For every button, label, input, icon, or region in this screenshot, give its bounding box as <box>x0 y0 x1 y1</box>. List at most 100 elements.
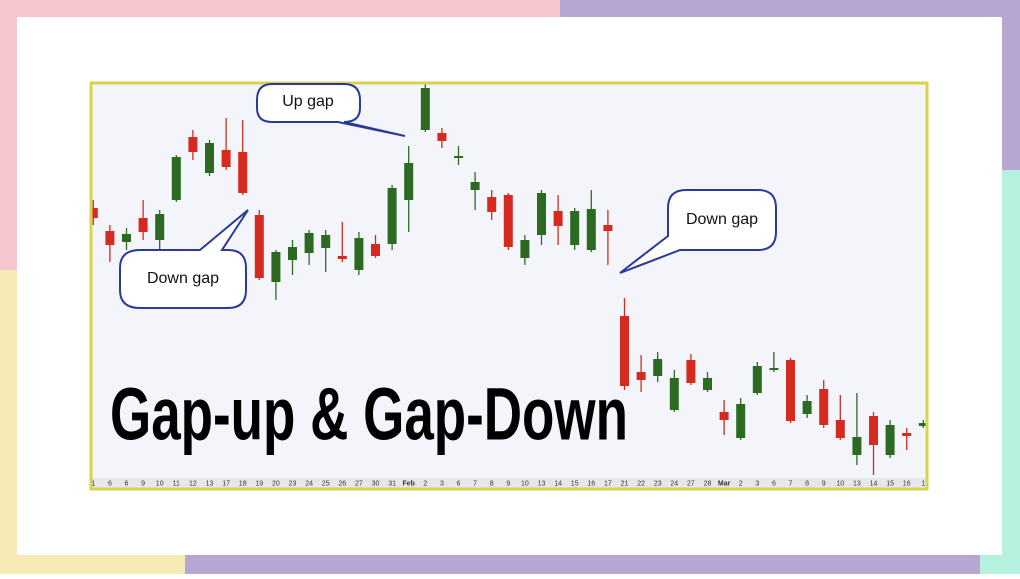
candle-body <box>304 233 314 253</box>
x-tick-label: 25 <box>322 480 330 487</box>
candle-body <box>520 240 530 258</box>
candle-body <box>205 143 214 173</box>
x-tick-label: 13 <box>853 480 861 487</box>
candle-body <box>454 156 463 158</box>
x-tick-label: 27 <box>687 480 695 487</box>
x-tick-label: 21 <box>621 480 629 487</box>
candle-body <box>354 238 364 270</box>
x-tick-label: 10 <box>521 480 529 487</box>
candle-body <box>337 256 347 259</box>
candle-body <box>586 209 596 250</box>
annotation: Up gap <box>282 93 334 110</box>
x-tick-label: 22 <box>637 480 645 487</box>
annotation: Down gap <box>147 270 219 287</box>
x-tick-label: Feb <box>402 480 414 487</box>
x-tick-label: 12 <box>189 480 197 487</box>
candle-body <box>869 416 878 445</box>
candle-body <box>470 182 480 190</box>
callout-up: Up gap <box>256 83 406 137</box>
x-tick-label: 1 <box>921 480 925 487</box>
x-tick-label: 24 <box>670 480 678 487</box>
x-tick-label: 27 <box>355 480 363 487</box>
x-tick-label: 10 <box>836 480 844 487</box>
x-tick-label: 9 <box>506 480 510 487</box>
plot-area <box>92 84 926 475</box>
x-tick-label: 11 <box>173 480 180 487</box>
candle-body <box>254 215 264 278</box>
candle-body <box>437 133 447 141</box>
candle-body <box>105 231 115 245</box>
candle-body <box>719 412 729 420</box>
x-tick-label: 17 <box>222 480 230 487</box>
x-tick-label: 14 <box>870 480 878 487</box>
candle-body <box>321 235 331 248</box>
x-tick-label: 9 <box>141 480 145 487</box>
candle-body <box>786 360 795 421</box>
candle-body <box>138 218 148 232</box>
candle-body <box>686 360 696 383</box>
x-tick-label: 6 <box>772 480 776 487</box>
x-tick-label: 7 <box>789 480 793 487</box>
candle-body <box>155 214 165 240</box>
chart-title: Gap-up & Gap-Down <box>110 373 628 456</box>
candle-body <box>553 211 563 226</box>
candle-body <box>404 163 414 200</box>
x-tick-label: 14 <box>554 480 562 487</box>
candle-body <box>371 244 380 256</box>
annotation: Down gap <box>686 211 758 228</box>
x-tick-label: 6 <box>108 480 112 487</box>
x-tick-label: 19 <box>255 480 263 487</box>
x-tick-label: 15 <box>886 480 894 487</box>
x-tick-label: 10 <box>156 480 164 487</box>
x-tick-label: 23 <box>289 480 297 487</box>
candle-body <box>802 401 812 414</box>
candle-body <box>221 150 231 167</box>
candle-body <box>92 208 98 218</box>
candle-body <box>503 195 513 247</box>
x-tick-label: 17 <box>604 480 612 487</box>
candle-body <box>918 423 926 426</box>
x-tick-label: 8 <box>490 480 494 487</box>
x-tick-label: 3 <box>440 480 444 487</box>
x-tick-label: 16 <box>903 480 911 487</box>
x-tick-label: 6 <box>457 480 461 487</box>
candle-body <box>122 234 131 242</box>
x-axis: 1 6 6 9 10 11 12 13 17 18 19 20 23 24 25 26 27 30 31 Feb 2 3 6… <box>91 480 925 487</box>
candle-body <box>171 157 181 200</box>
candle-body <box>769 368 779 370</box>
x-tick-label: 26 <box>338 480 346 487</box>
x-tick-label: Mar <box>718 480 731 487</box>
x-tick-label: 31 <box>388 480 396 487</box>
axis-strip <box>92 478 926 488</box>
x-tick-label: 7 <box>473 480 477 487</box>
candle-body <box>537 193 546 235</box>
candle-body <box>902 433 912 436</box>
x-tick-label: 9 <box>822 480 826 487</box>
candle-body <box>819 389 829 425</box>
x-tick-label: 6 <box>125 480 129 487</box>
candle-body <box>570 211 580 245</box>
x-tick-label: 20 <box>272 480 280 487</box>
candle-body <box>885 425 895 455</box>
x-tick-label: 2 <box>423 480 427 487</box>
candle-body <box>636 372 646 380</box>
x-tick-label: 30 <box>372 480 380 487</box>
candle-body <box>703 378 712 390</box>
x-tick-label: 3 <box>755 480 759 487</box>
x-tick-label: 16 <box>587 480 595 487</box>
x-tick-label: 15 <box>571 480 579 487</box>
candle-body <box>420 88 430 130</box>
x-tick-label: 2 <box>739 480 743 487</box>
candle-body <box>620 316 629 386</box>
candle-body <box>487 197 497 212</box>
candle-body <box>238 152 248 193</box>
candle-body <box>603 225 613 231</box>
x-tick-label: 18 <box>239 480 247 487</box>
callout-down-right: Down gap <box>619 189 777 274</box>
candle-body <box>835 420 845 438</box>
x-tick-label: 1 <box>91 480 95 487</box>
x-tick-label: 24 <box>305 480 313 487</box>
candle-body <box>271 252 281 282</box>
candle-body <box>387 188 397 244</box>
